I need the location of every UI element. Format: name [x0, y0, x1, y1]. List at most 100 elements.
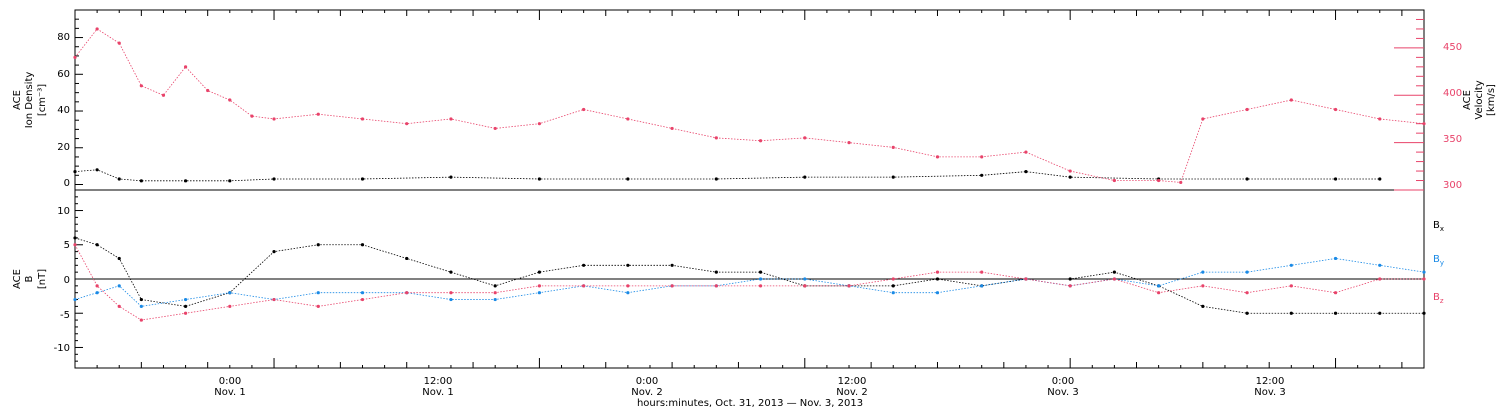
by-point	[1245, 270, 1249, 274]
top-right-axis-ticks	[1394, 18, 1424, 191]
top-left-tick-label: 80	[57, 32, 70, 43]
by-point	[95, 291, 99, 295]
bottom-tick-label: -10	[54, 343, 70, 354]
x-tick-date: Nov. 2	[631, 387, 662, 398]
by-point	[1378, 263, 1382, 267]
x-tick-date: Nov. 3	[1047, 387, 1078, 398]
density-point	[183, 179, 188, 183]
density-point	[1068, 175, 1072, 179]
by-point	[1289, 263, 1293, 267]
density-point	[626, 177, 630, 181]
velocity-point	[1157, 178, 1161, 183]
velocity-point	[228, 98, 232, 102]
density-point	[980, 173, 984, 177]
density-series	[73, 168, 1382, 183]
by-point	[1333, 256, 1338, 261]
density-point	[1378, 177, 1382, 181]
legend-bz-sub: z	[1440, 297, 1444, 305]
bx-point	[1201, 304, 1205, 308]
top-right-tick-label: 400	[1443, 88, 1462, 99]
bx-point	[1245, 311, 1249, 315]
density-point	[1245, 177, 1249, 181]
x-tick-date: Nov. 2	[836, 387, 867, 398]
bx-series	[73, 236, 1426, 315]
bz-point	[405, 291, 409, 295]
bottom-left-axis-ticks	[75, 196, 83, 362]
top-panel-frame	[74, 9, 1425, 191]
x-tick-date: Nov. 1	[214, 387, 245, 398]
bx-point	[935, 277, 940, 281]
density-point-trace	[74, 169, 1380, 182]
top-left-tick-label: 40	[57, 105, 70, 116]
bz-point	[803, 284, 807, 288]
velocity-point	[1333, 107, 1338, 112]
bz-point	[1024, 277, 1028, 281]
x-tick-date: Nov. 3	[1254, 387, 1285, 398]
velocity-point	[1422, 122, 1426, 126]
x-tick-date: Nov. 1	[422, 387, 453, 398]
velocity-point	[803, 136, 807, 140]
velocity-point	[139, 84, 143, 88]
bx-point	[183, 304, 188, 308]
velocity-point	[1289, 98, 1293, 102]
by-point	[980, 284, 984, 288]
top-right-ylabel-line: [km/s]	[1486, 84, 1497, 116]
bottom-tick-label: 0	[64, 275, 70, 286]
bz-point	[626, 284, 630, 288]
top-right-ylabel-line: Velocity	[1474, 80, 1485, 119]
velocity-point	[626, 117, 630, 121]
velocity-point-trace	[74, 28, 1425, 183]
top-left-ylabel-line: ACE	[12, 90, 23, 110]
top-left-tick-label: 60	[57, 69, 70, 80]
bottom-tick-label: -5	[60, 310, 70, 321]
velocity-point	[1201, 117, 1205, 121]
velocity-point	[1068, 169, 1072, 173]
by-point	[935, 291, 940, 295]
bx-point	[405, 256, 409, 261]
velocity-point	[493, 126, 497, 131]
bx-point	[582, 263, 586, 267]
bottom-tick-label: 10	[57, 206, 70, 217]
legend-by-sub: y	[1440, 259, 1444, 267]
bz-point	[1289, 284, 1293, 288]
density-point	[360, 177, 365, 181]
density-point	[139, 179, 143, 183]
legend-bx: Bx	[1433, 220, 1444, 233]
legend-bx-main: B	[1433, 220, 1440, 231]
top-right-tick-label: 350	[1443, 134, 1462, 145]
bx-point	[139, 297, 143, 302]
top-left-tick-label: 0	[64, 178, 70, 189]
bx-point	[758, 270, 763, 274]
by-point	[360, 291, 365, 295]
top-left-ylabel-line: [cm⁻³]	[37, 84, 48, 116]
bz-point	[1333, 291, 1338, 295]
by-series	[73, 256, 1426, 308]
top-left-axis-ticks	[75, 18, 83, 185]
x-tick-time: 12:00	[1256, 376, 1285, 387]
top-right-ylabel-line: ACE	[1462, 90, 1473, 110]
x-tick-time: 12:00	[424, 376, 453, 387]
legend-by: By	[1433, 254, 1444, 267]
bz-point	[449, 291, 453, 295]
x-axis-ticks	[96, 10, 1403, 368]
bz-point	[316, 304, 320, 308]
velocity-point	[1024, 150, 1028, 154]
bz-point	[758, 284, 763, 288]
velocity-point	[316, 112, 320, 116]
by-point-trace	[74, 258, 1425, 307]
x-tick-time: 0:00	[1052, 376, 1074, 387]
bx-point	[891, 284, 895, 288]
top-right-tick-label: 300	[1443, 180, 1462, 191]
bz-point	[1068, 284, 1072, 288]
x-tick-time: 0:00	[219, 376, 241, 387]
velocity-point	[1245, 107, 1249, 112]
bx-point	[1289, 311, 1293, 315]
legend-bx-sub: x	[1440, 225, 1444, 233]
bx-point-trace	[74, 237, 1424, 314]
bz-point	[1112, 277, 1116, 281]
density-point	[1024, 170, 1028, 174]
legend-bz-main: B	[1433, 292, 1440, 303]
bz-point-trace	[74, 244, 1424, 321]
density-point	[803, 175, 807, 179]
